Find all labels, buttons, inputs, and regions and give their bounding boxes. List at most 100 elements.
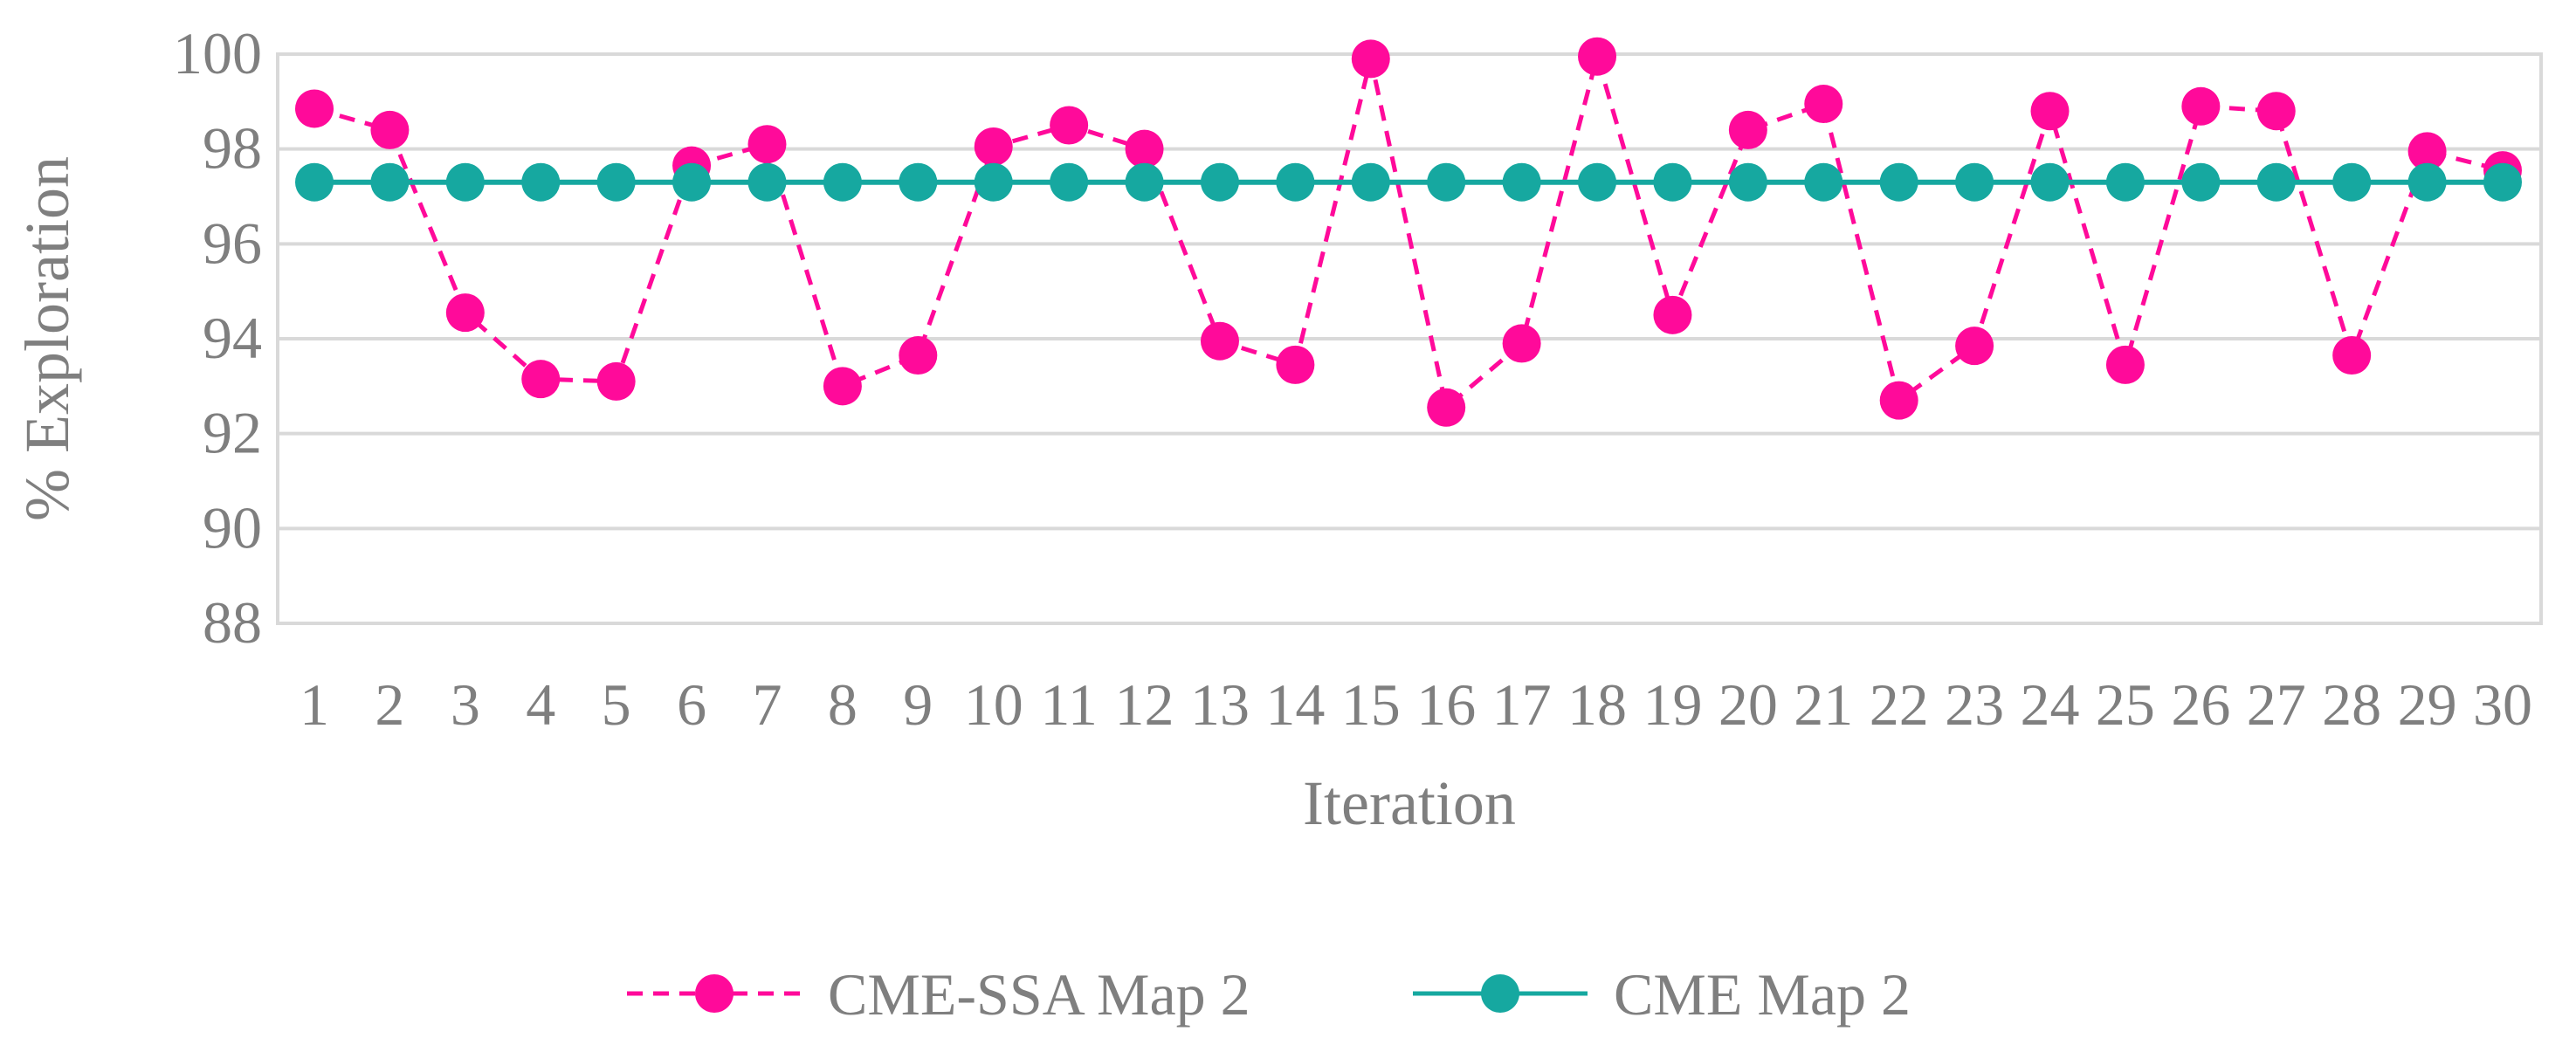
y-tick-label: 90 (203, 494, 262, 560)
y-tick-label: 96 (203, 210, 262, 276)
legend-swatch-cme-ssa-marker (695, 974, 734, 1013)
x-tick-label: 9 (903, 671, 933, 738)
x-tick-label: 12 (1115, 671, 1174, 738)
x-tick-label: 20 (1718, 671, 1778, 738)
cme-ssa-data-point (1578, 37, 1617, 76)
cme-ssa-data-point (1351, 39, 1390, 79)
x-tick-label: 14 (1265, 671, 1325, 738)
cme-ssa-data-point (2332, 336, 2372, 375)
cme-ssa-data-point (1276, 345, 1315, 384)
cme-ssa-data-point (823, 367, 862, 406)
cme-ssa-data-point (295, 89, 334, 128)
x-tick-label: 21 (1794, 671, 1853, 738)
x-tick-label: 7 (752, 671, 782, 738)
cme-ssa-data-point (2256, 92, 2296, 131)
x-axis-tick-labels: 1 2 3 4 5 6 7 8 9 10 11 12 13 14 15 16 17 18 19 20 21 22 23 24 2… (300, 671, 2532, 738)
cme-data-point (1502, 162, 1541, 202)
cme-data-point (899, 162, 938, 202)
cme-ssa-data-point (1427, 388, 1466, 427)
cme-data-point (521, 162, 561, 202)
x-tick-label: 6 (677, 671, 706, 738)
cme-data-point (1728, 162, 1767, 202)
x-axis-title: Iteration (1303, 768, 1516, 838)
cme-data-point (1125, 162, 1164, 202)
cme-data-point (2256, 162, 2296, 202)
cme-ssa-data-point (1502, 324, 1541, 363)
cme-ssa-data-point (2407, 132, 2447, 171)
x-tick-label: 15 (1341, 671, 1401, 738)
cme-data-point (823, 162, 862, 202)
cme-data-point (1804, 162, 1843, 202)
cme-data-point (2105, 162, 2145, 202)
cme-data-point (1578, 162, 1617, 202)
x-tick-label: 2 (375, 671, 404, 738)
x-tick-label: 22 (1870, 671, 1929, 738)
cme-ssa-data-point (596, 361, 636, 401)
cme-ssa-data-point (1050, 106, 1089, 145)
cme-ssa-data-point (1804, 85, 1843, 124)
cme-ssa-data-point (2105, 345, 2145, 384)
cme-data-point (672, 162, 712, 202)
y-tick-label: 92 (203, 400, 262, 466)
cme-data-point (1050, 162, 1089, 202)
cme-ssa-data-point (1728, 110, 1767, 149)
cme-data-point (2030, 162, 2070, 202)
x-tick-label: 11 (1040, 671, 1097, 738)
x-tick-label: 16 (1416, 671, 1476, 738)
x-tick-label: 29 (2398, 671, 2457, 738)
x-tick-label: 3 (451, 671, 480, 738)
x-tick-label: 8 (828, 671, 858, 738)
cme-data-point (445, 162, 485, 202)
cme-data-point (2181, 162, 2221, 202)
cme-data-point (1276, 162, 1315, 202)
cme-data-point (370, 162, 410, 202)
cme-data-point (2332, 162, 2372, 202)
cme-ssa-data-point (899, 336, 938, 375)
cme-ssa-data-point (445, 293, 485, 333)
y-tick-label: 100 (173, 20, 262, 86)
cme-ssa-data-point (1200, 321, 1239, 361)
x-tick-label: 23 (1945, 671, 2004, 738)
gridlines (278, 147, 2541, 531)
cme-data-point (2407, 162, 2447, 202)
y-axis-title: % Exploration (12, 156, 82, 521)
cme-data-point (1427, 162, 1466, 202)
x-tick-label: 4 (526, 671, 555, 738)
cme-ssa-data-point (2030, 92, 2070, 131)
legend-label-cme: CME Map 2 (1614, 961, 1911, 1028)
cme-data-point (1879, 162, 1918, 202)
cme-data-point (1200, 162, 1239, 202)
x-tick-label: 13 (1190, 671, 1250, 738)
cme-data-point (295, 162, 334, 202)
cme-ssa-data-point (1653, 295, 1692, 334)
cme-ssa-series-line (313, 54, 2504, 410)
legend: CME-SSA Map 2 CME Map 2 (627, 961, 1911, 1028)
y-axis-tick-labels: 88 90 92 94 96 98 100 (173, 20, 262, 656)
cme-data-point (747, 162, 787, 202)
x-tick-label: 25 (2096, 671, 2155, 738)
legend-entry-cme-ssa: CME-SSA Map 2 (627, 961, 1250, 1028)
x-tick-label: 26 (2171, 671, 2230, 738)
y-tick-label: 98 (203, 115, 262, 182)
cme-data-point (596, 162, 636, 202)
cme-ssa-data-point (2181, 86, 2221, 126)
x-tick-label: 18 (1567, 671, 1627, 738)
legend-entry-cme: CME Map 2 (1413, 961, 1911, 1028)
legend-label-cme-ssa: CME-SSA Map 2 (828, 961, 1250, 1028)
cme-data-point (2483, 162, 2522, 202)
x-tick-label: 1 (300, 671, 329, 738)
cme-data-point (1351, 162, 1390, 202)
cme-ssa-data-point (1125, 129, 1164, 168)
cme-data-point (974, 162, 1013, 202)
x-tick-label: 28 (2322, 671, 2381, 738)
x-tick-label: 10 (964, 671, 1023, 738)
x-tick-label: 5 (602, 671, 631, 738)
x-tick-label: 19 (1643, 671, 1702, 738)
series-markers (295, 37, 2522, 427)
x-tick-label: 27 (2247, 671, 2306, 738)
cme-ssa-data-point (521, 360, 561, 399)
cme-ssa-data-point (747, 125, 787, 164)
y-tick-label: 88 (203, 589, 262, 656)
y-tick-label: 94 (203, 305, 262, 371)
legend-swatch-cme-marker (1481, 974, 1519, 1013)
